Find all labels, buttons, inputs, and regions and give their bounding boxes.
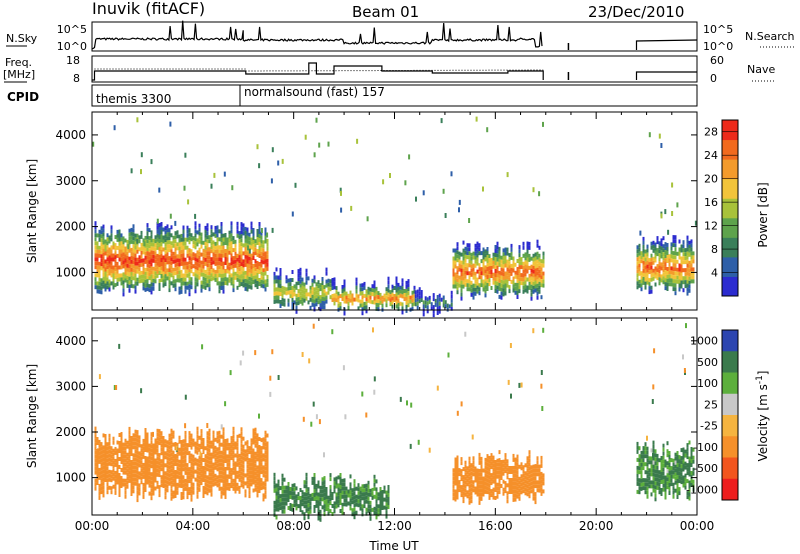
colorbar-tick: 8 xyxy=(711,243,718,256)
colorbar-swatch xyxy=(722,478,738,501)
colorbar-swatch xyxy=(722,276,738,297)
colorbar-tick: -1000 xyxy=(686,483,718,496)
colorbar-tick: 16 xyxy=(704,196,718,209)
colorbar-tick: 1000 xyxy=(690,335,718,348)
nsearch-label: N.Search xyxy=(745,30,795,43)
freq-tick-top: 18 xyxy=(66,54,80,67)
power-x-axis xyxy=(91,112,698,310)
nsky-line xyxy=(91,20,543,50)
power-colorbar: 4 8 12 16 20 24 28 xyxy=(704,119,739,297)
colorbar-tick: 100 xyxy=(697,377,718,390)
freq-tick-bottom: 8 xyxy=(73,72,80,85)
colorbar-tick: 28 xyxy=(704,126,718,139)
nave-tick-top: 60 xyxy=(710,54,724,67)
freq-panel: Freq. [MHz] 18 8 60 0 Nave xyxy=(3,54,775,85)
colorbar-swatch xyxy=(722,178,738,199)
y-tick-label: 1000 xyxy=(55,265,86,279)
x-tick-label: 20:00 xyxy=(579,519,614,533)
colorbar-swatch xyxy=(722,351,738,373)
colorbar-swatch xyxy=(722,237,738,258)
colorbar-tick: 4 xyxy=(711,267,718,280)
nave-tick-bottom: 0 xyxy=(710,72,717,85)
colorbar-swatch xyxy=(722,198,738,219)
colorbar-swatch xyxy=(722,159,738,180)
colorbar-tick: 500 xyxy=(697,356,718,369)
x-tick-label: 08:00 xyxy=(276,519,311,533)
y-tick-label: 2000 xyxy=(55,425,86,439)
colorbar-tick: 25 xyxy=(704,398,718,411)
power-ylabel: Slant Range [km] xyxy=(25,159,39,263)
colorbar-swatch xyxy=(722,330,738,352)
nsearch-tick-top: 10^5 xyxy=(703,23,733,36)
nsearch-tick-bottom: 10^0 xyxy=(703,40,733,53)
beam-title: Beam 01 xyxy=(352,3,419,21)
nsky-tick-bottom: 10^0 xyxy=(57,40,87,53)
colorbar-tick: -100 xyxy=(693,441,718,454)
velocity-panel: 1000 2000 3000 4000 00:00 04:00 08:00 12:00 16:… xyxy=(25,317,770,553)
y-tick-label: 1000 xyxy=(55,471,86,485)
velocity-data xyxy=(94,323,695,522)
velocity-colorbar: 1000 500 100 25 -25 -100 -500 -1000 xyxy=(686,329,739,501)
nave-label: Nave xyxy=(747,63,775,76)
freq-line xyxy=(92,62,544,81)
velocity-y-axis: 1000 2000 3000 4000 xyxy=(55,334,697,485)
x-tick-label: 00:00 xyxy=(75,519,110,533)
time-axis-label: Time UT xyxy=(368,539,419,553)
colorbar-swatch xyxy=(722,393,738,416)
y-tick-label: 3000 xyxy=(55,174,86,188)
colorbar-tick: 24 xyxy=(704,149,718,162)
colorbar-swatch xyxy=(722,457,738,480)
nsky-panel: N.Sky 10^5 10^0 10^5 10^0 N.Search xyxy=(6,20,795,53)
x-tick-label: 16:00 xyxy=(478,519,513,533)
freq-unit-label: [MHz] xyxy=(3,68,35,81)
colorbar-swatch xyxy=(722,372,738,395)
colorbar-swatch xyxy=(722,120,738,141)
colorbar-swatch xyxy=(722,256,738,277)
velocity-x-axis: 00:00 04:00 08:00 12:00 16:00 20:00 00:00 xyxy=(75,318,715,533)
nsky-tick-top: 10^5 xyxy=(57,23,87,36)
nave-line xyxy=(94,68,544,72)
power-colorbar-label: Power [dB] xyxy=(756,182,770,247)
colorbar-tick: 20 xyxy=(704,173,718,186)
velocity-ylabel: Slant Range [km] xyxy=(25,364,39,468)
colorbar-swatch xyxy=(722,415,738,437)
y-tick-label: 4000 xyxy=(55,128,86,142)
colorbar-tick: -25 xyxy=(700,420,718,433)
station-title: Inuvik (fitACF) xyxy=(92,0,205,18)
cpid-mode-1: themis 3300 xyxy=(96,92,171,106)
power-y-axis: 1000 2000 3000 4000 xyxy=(55,128,697,279)
colorbar-swatch xyxy=(722,436,738,458)
colorbar-swatch xyxy=(722,139,738,160)
power-panel: 1000 2000 3000 4000 Slant Range [km] 4 8 12 16… xyxy=(25,111,770,318)
cpid-mode-2: normalsound (fast) 157 xyxy=(244,85,385,99)
power-data xyxy=(92,116,697,318)
date-title: 23/Dec/2010 xyxy=(588,3,684,21)
freq-label: Freq. xyxy=(5,56,32,69)
colorbar-swatch xyxy=(722,217,738,238)
colorbar-tick: -500 xyxy=(693,462,718,475)
cpid-panel: CPID themis 3300 normalsound (fast) 157 xyxy=(7,84,698,107)
y-tick-label: 4000 xyxy=(55,334,86,348)
y-tick-label: 3000 xyxy=(55,379,86,393)
nsky-label: N.Sky xyxy=(6,32,38,45)
x-tick-label: 12:00 xyxy=(377,519,412,533)
colorbar-tick: 12 xyxy=(704,220,718,233)
y-tick-label: 2000 xyxy=(55,220,86,234)
velocity-colorbar-label: Velocity [m s-1] xyxy=(755,371,770,462)
cpid-label: CPID xyxy=(7,90,39,104)
x-tick-label: 00:00 xyxy=(680,519,715,533)
x-tick-label: 04:00 xyxy=(176,519,211,533)
